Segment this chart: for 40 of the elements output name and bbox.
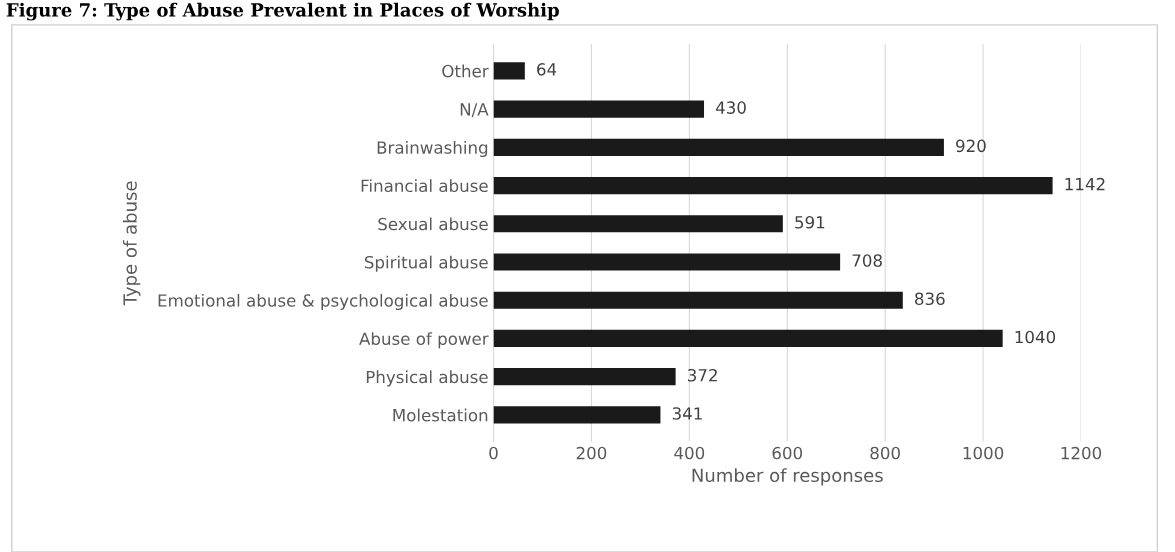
y-tick-label: Molestation bbox=[393, 408, 488, 422]
data-label: 1142 bbox=[1065, 177, 1105, 191]
x-tick-label: 400 bbox=[674, 446, 705, 460]
bar bbox=[493, 62, 525, 80]
data-label: 591 bbox=[795, 215, 825, 229]
y-tick-label: Emotional abuse & psychological abuse bbox=[158, 293, 488, 311]
x-axis-title: Number of responses bbox=[692, 468, 883, 486]
y-tick-label: Other bbox=[442, 64, 489, 78]
bar bbox=[493, 368, 676, 386]
data-label: 64 bbox=[537, 63, 557, 76]
x-tick-label: 0 bbox=[489, 446, 498, 460]
y-axis-title: Type of abuse bbox=[122, 181, 141, 306]
y-tick-label: Physical abuse bbox=[366, 370, 488, 387]
bar bbox=[493, 291, 903, 309]
x-tick-label: 800 bbox=[870, 446, 900, 460]
data-label: 341 bbox=[672, 407, 702, 420]
y-tick-label: N/A bbox=[460, 103, 489, 117]
text: Figure 7: Type of Abuse Prevalent in Places of Worship bbox=[6, 2, 559, 21]
x-tick-label: 1200 bbox=[1061, 446, 1102, 460]
x-tick-label: 600 bbox=[772, 446, 803, 460]
bar bbox=[493, 406, 661, 424]
bar bbox=[493, 100, 705, 118]
y-tick-label: Sexual abuse bbox=[378, 217, 488, 231]
y-tick-label: Abuse of power bbox=[359, 332, 489, 349]
x-tick-label: 1000 bbox=[963, 446, 1004, 460]
data-label: 708 bbox=[852, 254, 882, 267]
data-label: 920 bbox=[956, 139, 986, 153]
bar bbox=[493, 176, 1053, 195]
data-label: 1040 bbox=[1015, 330, 1056, 344]
x-tick-label: 200 bbox=[576, 446, 607, 460]
data-label: 430 bbox=[715, 101, 746, 114]
data-label: 372 bbox=[688, 368, 717, 382]
data-label: 836 bbox=[915, 292, 945, 306]
y-tick-label: Brainwashing bbox=[377, 140, 488, 158]
y-tick-label: Spiritual abuse bbox=[364, 255, 488, 272]
bar bbox=[493, 329, 1003, 348]
bar bbox=[493, 215, 783, 233]
y-tick-label: Financial abuse bbox=[361, 179, 488, 193]
bar bbox=[493, 253, 841, 271]
bar bbox=[493, 138, 944, 156]
